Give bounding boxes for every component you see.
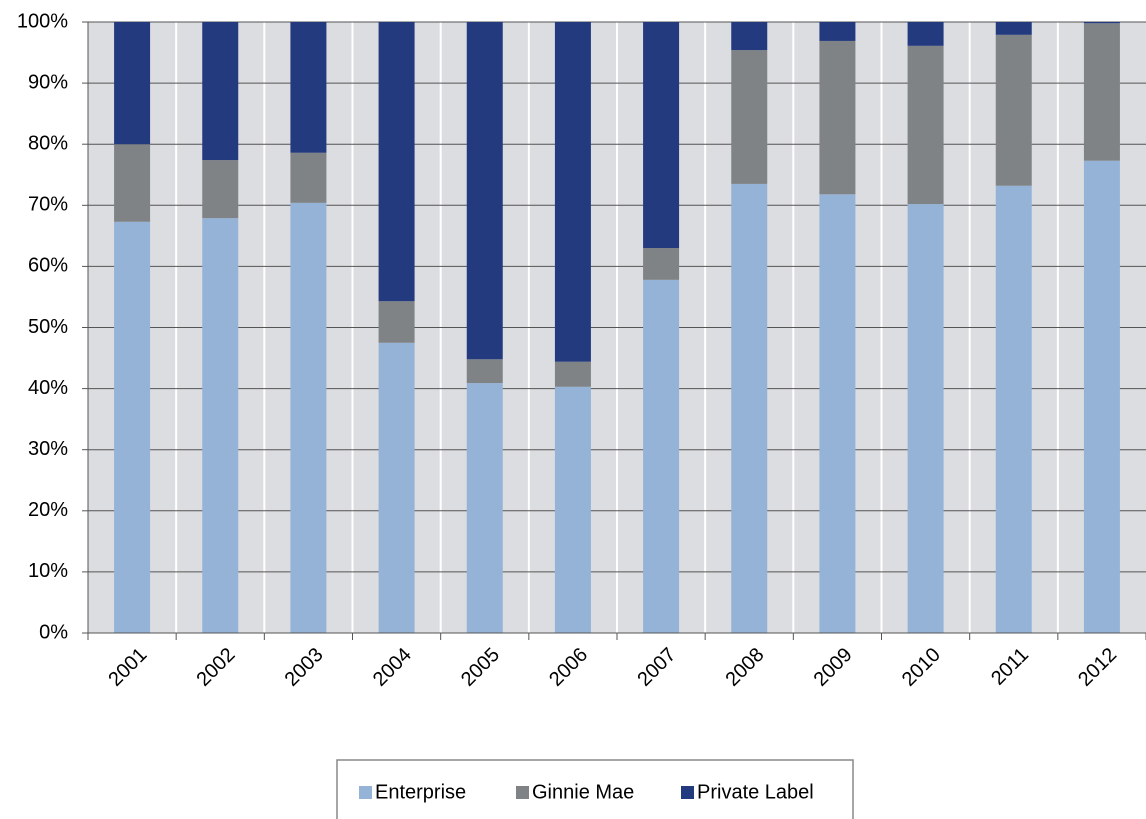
bar-segment [554,22,591,362]
y-tick-label: 50% [28,316,68,338]
bar-segment [907,45,944,205]
y-tick-label: 40% [28,377,68,399]
bar-segment [466,383,503,633]
y-tick-label: 100% [17,10,68,32]
bar-segment [378,22,415,302]
x-tick-label: 2002 [192,644,239,691]
bar-segment [819,194,856,633]
x-tick-label: 2003 [281,644,328,691]
x-tick-label: 2001 [104,644,151,691]
y-tick-label: 10% [28,560,68,582]
x-tick-label: 2004 [369,644,416,691]
y-tick-label: 70% [28,194,68,216]
bar-segment [378,301,415,343]
bar-segment [731,22,768,51]
bar-segment [995,185,1032,634]
bar-segment [466,22,503,360]
bar-segment [378,342,415,633]
x-tick-label: 2006 [545,644,592,691]
bar-segment [466,359,503,384]
bar-segment [554,386,591,633]
bar-segment [643,22,680,249]
legend-label: Private Label [697,781,814,803]
x-tick-label: 2012 [1074,644,1121,691]
bar-segment [114,144,151,222]
x-tick-label: 2005 [457,644,504,691]
bar-segment [907,204,944,633]
y-tick-label: 90% [28,71,68,93]
y-tick-label: 80% [28,132,68,154]
x-tick-label: 2010 [898,644,945,691]
y-tick-label: 60% [28,255,68,277]
bar-segment [995,34,1032,186]
legend-swatch [681,786,694,799]
x-tick-label: 2007 [633,644,680,691]
legend-swatch [359,786,372,799]
bar-segment [1083,22,1120,24]
bar-segment [819,22,856,41]
bar-segment [202,22,239,161]
bar-segment [202,160,239,219]
bar-segment [290,22,327,153]
bar-segment [819,40,856,195]
legend-label: Ginnie Mae [532,781,634,803]
bar-segment [290,152,327,203]
y-tick-label: 30% [28,438,68,460]
legend-swatch [516,786,529,799]
legend-box [336,759,854,819]
bar-segment [731,183,768,634]
x-tick-label: 2011 [987,644,1033,690]
legend-label: Enterprise [375,781,466,803]
y-tick-label: 20% [28,499,68,521]
bar-segment [1083,23,1120,161]
bar-segment [1083,160,1120,633]
bar-segment [731,50,768,184]
y-tick-label: 0% [39,621,68,643]
x-tick-label: 2009 [810,644,857,691]
bar-segment [554,361,591,387]
bar-segment [114,221,151,633]
bar-segment [643,279,680,633]
x-tick-label: 2008 [721,644,768,691]
bar-segment [290,202,327,633]
bar-segment [995,22,1032,35]
bar-segment [114,22,151,145]
bar-segment [907,22,944,46]
bar-segment [643,248,680,280]
bar-segment [202,218,239,634]
